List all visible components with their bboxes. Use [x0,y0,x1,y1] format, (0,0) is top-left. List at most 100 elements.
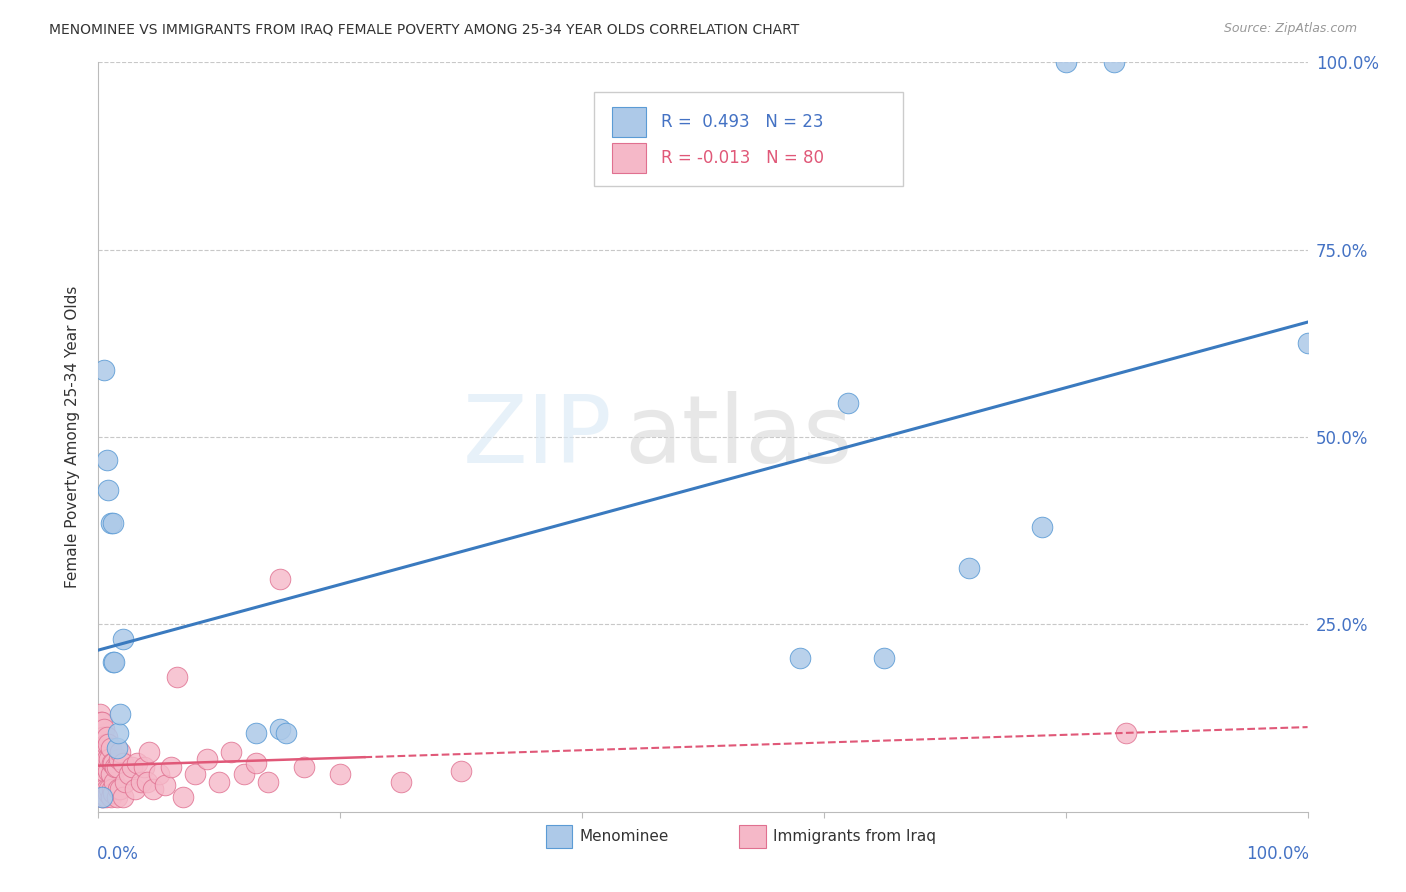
Y-axis label: Female Poverty Among 25-34 Year Olds: Female Poverty Among 25-34 Year Olds [65,286,80,588]
Point [100,789,122,804]
Point [89,707,111,722]
Point [89,764,111,778]
Point [101,786,124,800]
Point [269,723,291,737]
Point [129,774,152,789]
Point [1115,726,1137,740]
Text: R =  0.493   N = 23: R = 0.493 N = 23 [661,113,823,131]
Point [98,782,121,797]
Point [108,782,131,797]
Point [148,767,170,781]
Bar [613,107,647,137]
Point [107,782,129,797]
Point [100,767,122,781]
Point [97,764,120,778]
Point [184,767,207,781]
Point [245,726,267,740]
Point [292,760,315,774]
Point [105,789,128,804]
Point [114,774,136,789]
Point [91,789,114,804]
Point [93,741,115,756]
Point [100,516,122,531]
Point [101,756,124,770]
Point [93,764,115,778]
Point [91,730,114,744]
Point [91,774,114,789]
Point [134,760,156,774]
Point [90,748,112,763]
Point [256,774,278,789]
Point [127,756,149,770]
Point [90,782,112,797]
Point [108,752,131,766]
Point [90,733,112,747]
Point [93,362,115,376]
Point [160,760,183,774]
Point [837,396,859,410]
Point [105,760,128,774]
Point [89,723,111,737]
Point [91,745,114,759]
Point [124,782,146,797]
Point [153,779,176,793]
Point [957,561,980,575]
Bar [613,144,647,173]
Text: atlas: atlas [624,391,852,483]
Point [91,730,114,744]
Point [107,726,129,740]
Point [89,745,111,759]
Point [100,756,122,770]
Text: R = -0.013   N = 80: R = -0.013 N = 80 [661,149,824,168]
Point [104,760,127,774]
Point [232,767,254,781]
Point [96,730,118,744]
Point [93,782,115,797]
Point [94,789,117,804]
Point [94,737,117,751]
Point [91,789,114,804]
Point [121,760,143,774]
Point [100,782,122,797]
Point [450,764,472,778]
Point [111,756,134,770]
Point [96,782,118,797]
Point [111,789,134,804]
Point [1031,520,1053,534]
Point [208,774,231,789]
Point [91,745,114,759]
Text: MENOMINEE VS IMMIGRANTS FROM IRAQ FEMALE POVERTY AMONG 25-34 YEAR OLDS CORRELATI: MENOMINEE VS IMMIGRANTS FROM IRAQ FEMALE… [49,22,800,37]
Point [90,714,112,729]
Point [195,752,218,766]
Point [97,786,120,800]
Point [1102,55,1125,70]
Point [118,767,141,781]
Point [274,726,297,740]
Point [97,483,120,497]
Point [103,774,125,789]
Point [91,789,114,804]
Point [166,670,188,684]
Bar [546,825,572,847]
Point [91,767,114,781]
Point [101,516,124,531]
Point [101,655,124,669]
Text: Source: ZipAtlas.com: Source: ZipAtlas.com [1223,22,1357,36]
Point [91,756,114,770]
Point [873,651,896,665]
Point [221,745,243,759]
Text: 0.0%: 0.0% [97,846,139,863]
Point [389,774,412,789]
Point [96,752,118,766]
Point [96,452,118,467]
Point [98,752,121,766]
Point [135,774,157,789]
FancyBboxPatch shape [595,93,903,186]
Point [172,789,194,804]
Point [100,741,122,756]
Point [97,737,120,751]
Point [245,756,267,770]
Text: 100.0%: 100.0% [1246,846,1309,863]
Point [108,745,131,759]
Point [105,741,128,756]
